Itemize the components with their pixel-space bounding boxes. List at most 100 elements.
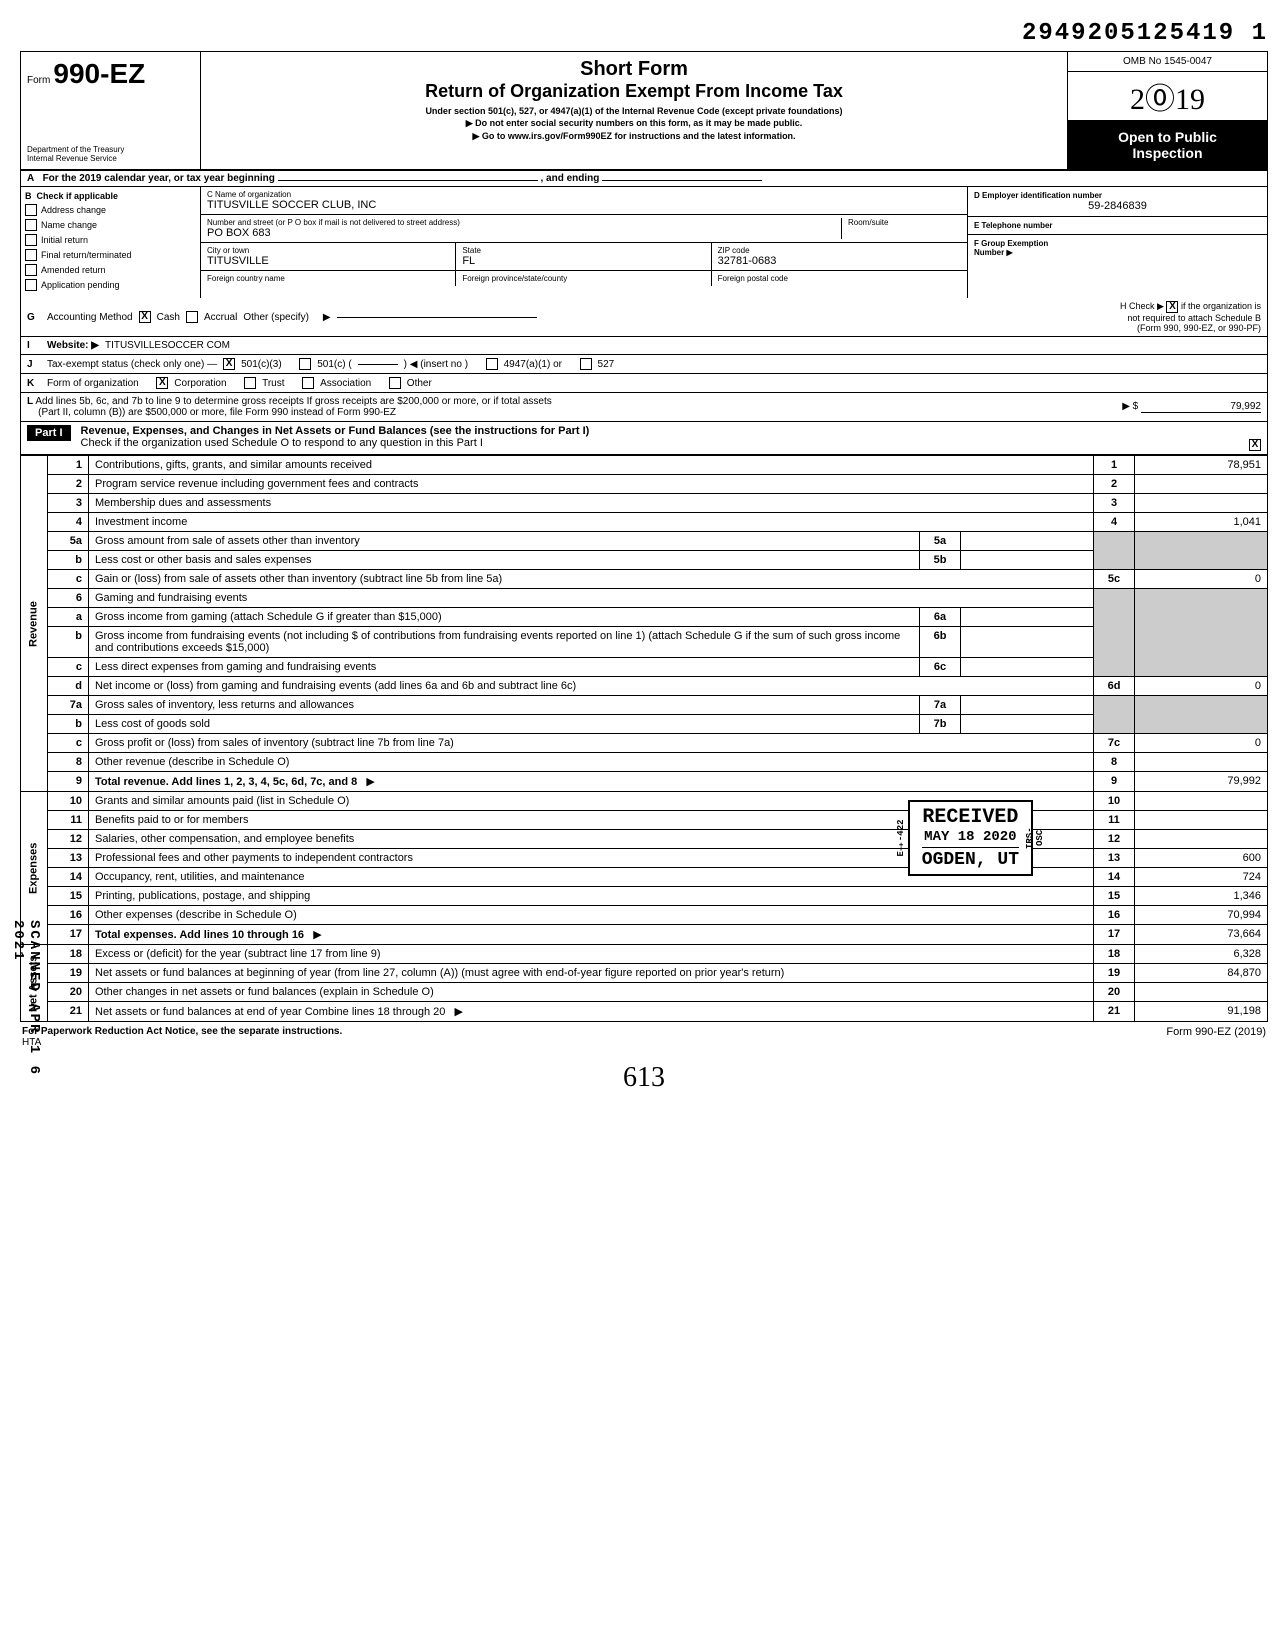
line-16-num: 16 xyxy=(48,906,89,925)
label-zip: ZIP code xyxy=(718,246,961,255)
label-accrual: Accrual xyxy=(204,312,237,323)
line-11-num: 11 xyxy=(48,811,89,830)
line-11-box: 11 xyxy=(1094,811,1135,830)
line-1-box: 1 xyxy=(1094,456,1135,475)
line-12-amt xyxy=(1135,830,1268,849)
line-7b-box: 7b xyxy=(920,715,961,734)
label-group-number: Number ▶ xyxy=(974,248,1261,257)
line-16-amt: 70,994 xyxy=(1135,906,1268,925)
check-schedule-b[interactable] xyxy=(1166,301,1178,313)
label-h-check: H Check ▶ xyxy=(1120,301,1164,311)
label-address: Number and street (or P O box if mail is… xyxy=(207,218,841,227)
line-10-num: 10 xyxy=(48,792,89,811)
label-trust: Trust xyxy=(262,378,284,389)
line-8-num: 8 xyxy=(48,753,89,772)
line-5a-num: 5a xyxy=(48,532,89,551)
letter-i: I xyxy=(27,340,41,351)
line-15-text: Printing, publications, postage, and shi… xyxy=(89,887,1094,906)
line-12-text: Salaries, other compensation, and employ… xyxy=(95,833,354,845)
label-phone: E Telephone number xyxy=(974,221,1261,230)
main-table: Revenue 1 Contributions, gifts, grants, … xyxy=(20,455,1268,1022)
line-13-box: 13 xyxy=(1094,849,1135,868)
line-9-box: 9 xyxy=(1094,772,1135,792)
line-6a-text: Gross income from gaming (attach Schedul… xyxy=(89,608,920,627)
label-cash: Cash xyxy=(157,312,180,323)
line-4-box: 4 xyxy=(1094,513,1135,532)
line-6a-num: a xyxy=(48,608,89,627)
value-address: PO BOX 683 xyxy=(207,227,841,239)
line-2-num: 2 xyxy=(48,475,89,494)
line-17-amt: 73,664 xyxy=(1135,925,1268,945)
check-association[interactable] xyxy=(302,377,314,389)
check-527[interactable] xyxy=(580,358,592,370)
line-15-box: 15 xyxy=(1094,887,1135,906)
check-final-return[interactable] xyxy=(25,249,37,261)
open-public-2: Inspection xyxy=(1072,145,1263,161)
line-7c-num: c xyxy=(48,734,89,753)
label-org-name: C Name of organization xyxy=(207,190,961,199)
footer-form-ref: Form 990-EZ (2019) xyxy=(1166,1026,1266,1048)
stamp-received: RECEIVED xyxy=(922,806,1019,829)
line-17-num: 17 xyxy=(48,925,89,945)
check-amended[interactable] xyxy=(25,264,37,276)
label-h-text2: if the organization is xyxy=(1181,301,1261,311)
line-5c-box: 5c xyxy=(1094,570,1135,589)
check-app-pending[interactable] xyxy=(25,279,37,291)
line-2-text: Program service revenue including govern… xyxy=(89,475,1094,494)
line-3-text: Membership dues and assessments xyxy=(89,494,1094,513)
check-501c3[interactable] xyxy=(223,358,235,370)
form-prefix: Form xyxy=(27,75,50,86)
check-corporation[interactable] xyxy=(156,377,168,389)
label-4947: 4947(a)(1) or xyxy=(504,359,562,370)
value-ein: 59-2846839 xyxy=(974,200,1261,212)
label-app-pending: Application pending xyxy=(41,280,120,290)
check-initial-return[interactable] xyxy=(25,234,37,246)
line-9-num: 9 xyxy=(48,772,89,792)
line-8-amt xyxy=(1135,753,1268,772)
line-21-amt: 91,198 xyxy=(1135,1002,1268,1022)
label-ein: D Employer identification number xyxy=(974,191,1261,200)
line-6b-amt xyxy=(961,627,1094,658)
check-address-change[interactable] xyxy=(25,204,37,216)
check-501c[interactable] xyxy=(299,358,311,370)
line-7b-num: b xyxy=(48,715,89,734)
line-6a-amt xyxy=(961,608,1094,627)
line-4-text: Investment income xyxy=(89,513,1094,532)
side-expenses: Expenses xyxy=(21,792,48,945)
label-h-text4: (Form 990, 990-EZ, or 990-PF) xyxy=(1137,323,1261,333)
check-accrual[interactable] xyxy=(186,311,198,323)
label-website: Website: ▶ xyxy=(47,340,99,351)
form-header: Form 990-EZ Department of the Treasury I… xyxy=(20,51,1268,171)
line-14-num: 14 xyxy=(48,868,89,887)
received-stamp: E‡-422 RECEIVED MAY 18 2020 OGDEN, UT IR… xyxy=(908,800,1033,876)
line-1-num: 1 xyxy=(48,456,89,475)
line-7c-text: Gross profit or (loss) from sales of inv… xyxy=(89,734,1094,753)
line-20-amt xyxy=(1135,983,1268,1002)
line-14-box: 14 xyxy=(1094,868,1135,887)
omb-number: OMB No 1545-0047 xyxy=(1068,52,1267,72)
line-21-box: 21 xyxy=(1094,1002,1135,1022)
stamp-date: MAY 18 2020 xyxy=(922,829,1019,845)
line-11-amt xyxy=(1135,811,1268,830)
check-name-change[interactable] xyxy=(25,219,37,231)
line-5c-num: c xyxy=(48,570,89,589)
check-trust[interactable] xyxy=(244,377,256,389)
line-15-amt: 1,346 xyxy=(1135,887,1268,906)
row-a: A For the 2019 calendar year, or tax yea… xyxy=(20,171,1268,187)
footer-notice: For Paperwork Reduction Act Notice, see … xyxy=(22,1026,342,1037)
check-other-org[interactable] xyxy=(389,377,401,389)
label-city: City or town xyxy=(207,246,449,255)
line-7b-text: Less cost of goods sold xyxy=(89,715,920,734)
check-4947[interactable] xyxy=(486,358,498,370)
letter-j: J xyxy=(27,359,41,370)
check-cash[interactable] xyxy=(139,311,151,323)
line-18-box: 18 xyxy=(1094,945,1135,964)
line-20-text: Other changes in net assets or fund bala… xyxy=(89,983,1094,1002)
title-short-form: Short Form xyxy=(207,58,1061,81)
check-schedule-o[interactable] xyxy=(1249,439,1261,451)
line-8-text: Other revenue (describe in Schedule O) xyxy=(89,753,1094,772)
line-19-amt: 84,870 xyxy=(1135,964,1268,983)
label-501c: 501(c) ( xyxy=(317,359,351,370)
label-foreign-postal: Foreign postal code xyxy=(718,274,961,283)
line-9-text: Total revenue. Add lines 1, 2, 3, 4, 5c,… xyxy=(95,776,357,788)
